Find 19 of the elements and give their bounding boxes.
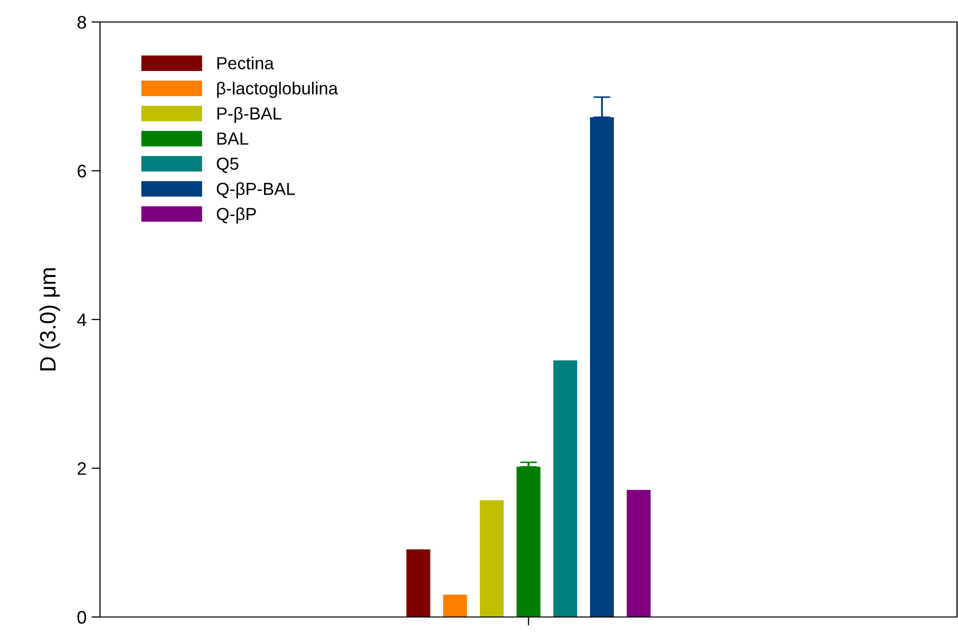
bar: [406, 549, 430, 617]
bar: [480, 500, 504, 617]
y-tick-label: 6: [78, 164, 86, 178]
legend-label: P-β-BAL: [217, 106, 282, 124]
legend-label: Q5: [216, 158, 238, 173]
legend-label: Pectina: [217, 56, 274, 70]
y-tick-label: 0: [77, 610, 86, 624]
y-axis-title: D (3.0) μm: [39, 268, 60, 370]
bar: [516, 466, 540, 617]
y-tick-label: 4: [77, 314, 86, 326]
y-tick-label: 8: [78, 16, 86, 29]
bar: [626, 490, 651, 617]
legend-label: BAL: [217, 132, 248, 145]
bar: [443, 594, 467, 617]
legend-label: Q-βP-BAL: [216, 182, 295, 198]
legend-label: Q-βP: [216, 207, 256, 224]
bar: [553, 360, 578, 617]
legend-label: β-lactoglobulina: [217, 82, 338, 98]
y-tick-label: 2: [78, 462, 86, 475]
